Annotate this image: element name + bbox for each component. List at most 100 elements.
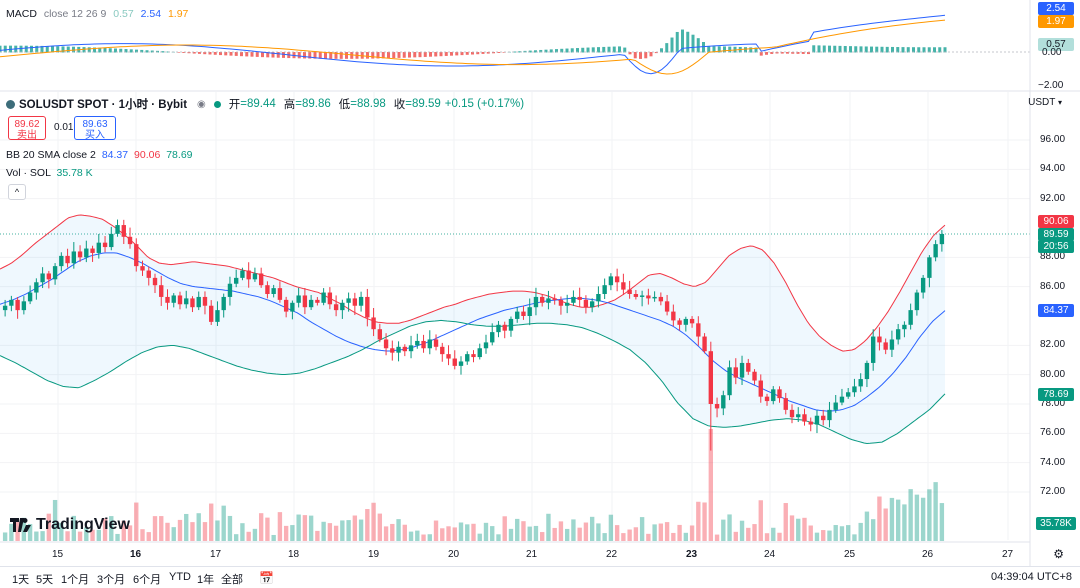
macd-histogram-bar [917, 47, 921, 53]
buy-label: 买入 [85, 130, 105, 141]
volume-bar [146, 532, 151, 541]
candle-body [415, 340, 420, 346]
candle-body [533, 296, 539, 308]
volume-bar [421, 534, 426, 541]
bb-lower-line [0, 319, 946, 445]
range-1d[interactable]: 1天 [12, 574, 30, 586]
volume-bar [864, 511, 870, 541]
macd-legend[interactable]: MACD close 12 26 9 0.57 2.54 1.97 [6, 7, 192, 21]
volume-tag: 35.78K [1036, 517, 1076, 530]
macd-histogram-bar [765, 52, 768, 55]
candle-body [821, 415, 826, 421]
macd-histogram-bar [324, 52, 327, 59]
volume-bar [889, 497, 895, 541]
volume-bar [121, 520, 126, 541]
candle-body [333, 304, 339, 311]
volume-bar [833, 525, 838, 541]
macd-histogram-bar [728, 46, 732, 53]
macd-params: close 12 26 9 [43, 8, 107, 20]
candle-body [496, 324, 501, 333]
candle-body [546, 298, 551, 303]
macd-histogram-bar [450, 52, 453, 56]
macd-histogram-bar [565, 48, 569, 53]
candle-body [96, 242, 101, 253]
volume-bar [521, 521, 526, 541]
macd-histogram-bar [114, 48, 117, 53]
clock-readout[interactable]: 04:39:04 UTC+8 [990, 571, 1072, 583]
candle-body [296, 295, 301, 303]
volume-bar [852, 534, 857, 541]
currency-selector[interactable]: USDT ▾ [1028, 97, 1062, 108]
buy-button[interactable]: 89.63 买入 [74, 116, 116, 141]
macd-histogram-bar [87, 47, 91, 53]
price-axis-tick: 72.00 [1040, 486, 1066, 497]
candle-body [877, 336, 882, 343]
candle-body [402, 346, 407, 352]
macd-line [0, 14, 946, 75]
close-label: 收 [393, 99, 406, 111]
volume-bar [290, 525, 295, 541]
macd-histogram-bar [350, 52, 354, 59]
volume-bar [90, 529, 95, 541]
volume-bar [471, 523, 476, 541]
bb-legend[interactable]: BB 20 SMA close 2 84.37 90.06 78.69 [6, 148, 193, 162]
volume-legend[interactable]: Vol · SOL 35.78 K [6, 166, 93, 180]
macd-histogram-bar [213, 52, 217, 55]
range-all[interactable]: 全部 [221, 574, 243, 586]
collapse-legend-button[interactable]: ^ [8, 184, 26, 200]
time-axis-tick: 18 [288, 549, 300, 560]
volume-bar [808, 525, 813, 541]
price-axis-tick: 80.00 [1040, 368, 1066, 380]
price-axis-tick: 94.00 [1040, 163, 1066, 175]
range-1y[interactable]: 1年 [197, 574, 215, 586]
candle-body [152, 277, 158, 286]
calendar-range-icon[interactable]: 📅 [259, 571, 274, 585]
candle-body [446, 354, 451, 359]
volume-bar [746, 527, 751, 541]
macd-histogram-bar [103, 47, 107, 53]
macd-histogram-bar [24, 45, 28, 53]
bollinger-band-fill [0, 215, 945, 444]
volume-bar [708, 429, 713, 541]
last-price-tag: 89.59 [1038, 228, 1074, 241]
volume-bar [321, 521, 326, 541]
macd-signal-line [0, 19, 946, 75]
macd-histogram-bar [276, 52, 280, 58]
volume-bar [440, 528, 445, 541]
candle-body [846, 392, 851, 397]
macd-label: MACD [6, 8, 37, 20]
macd-histogram-bar [282, 52, 285, 58]
range-5d[interactable]: 5天 [36, 574, 54, 586]
range-1m[interactable]: 1个月 [61, 574, 90, 586]
symbol-legend[interactable]: SOLUSDT SPOT · 1小时 · Bybit ◉ 开 =89.44 高 =8… [6, 96, 524, 112]
volume-bar [134, 502, 139, 541]
candle-body [508, 318, 514, 331]
symbol-title[interactable]: SOLUSDT SPOT · 1小时 · Bybit [19, 99, 188, 111]
volume-bar [540, 532, 545, 541]
time-axis-tick: 22 [606, 549, 618, 560]
candle-body [833, 402, 838, 410]
time-axis-tick: 16 [130, 549, 142, 560]
macd-histogram-bar [229, 52, 233, 56]
macd-histogram-bar [360, 52, 364, 59]
candle-body [433, 339, 439, 347]
volume-bar [508, 528, 514, 541]
candle-body [708, 351, 713, 404]
range-6m[interactable]: 6个月 [133, 574, 162, 586]
range-ytd[interactable]: YTD [169, 571, 191, 583]
macd-histogram-bar [906, 47, 910, 53]
sell-button[interactable]: 89.62 卖出 [8, 116, 46, 141]
candle-body [315, 299, 320, 303]
volume-bar [221, 505, 226, 541]
macd-histogram-bar [334, 52, 338, 59]
volume-bar [552, 527, 557, 541]
eye-icon[interactable]: ◉ [197, 98, 206, 110]
volume-bar [240, 523, 245, 541]
gear-icon[interactable]: ⚙ [1053, 547, 1064, 561]
range-3m[interactable]: 3个月 [97, 574, 126, 586]
macd-histogram-bar [555, 49, 558, 53]
volume-bar [777, 532, 782, 541]
volume-bar [327, 523, 333, 541]
volume-bar [689, 525, 695, 541]
